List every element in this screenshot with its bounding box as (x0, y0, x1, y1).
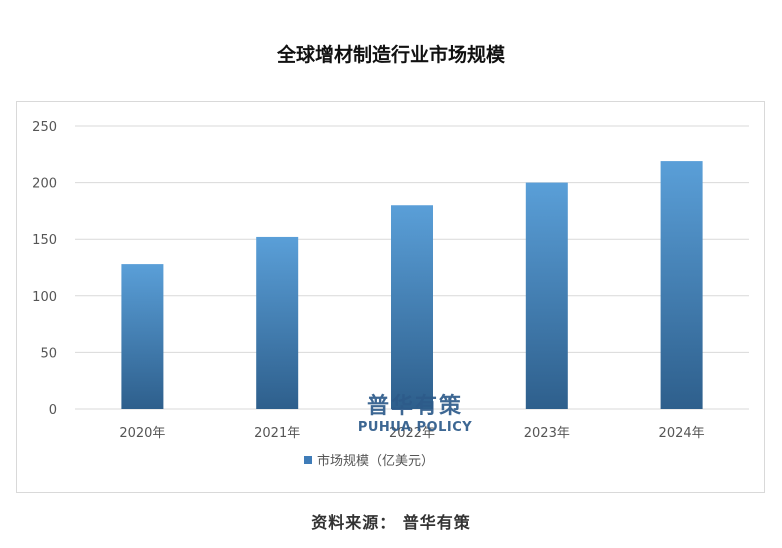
x-axis-ticks: 2020年 2021年 2022年 2023年 2024年 (119, 426, 704, 441)
bar-chart: 0 50 100 150 200 250 2020年 2021年 2022年 2023年 2024… (32, 120, 749, 469)
y-tick-label: 50 (40, 346, 57, 361)
x-tick-label: 2020年 (119, 426, 165, 441)
x-tick-label: 2023年 (524, 426, 570, 441)
gridlines (75, 125, 749, 410)
x-tick-label: 2022年 (389, 426, 435, 441)
y-tick-label: 100 (32, 290, 57, 305)
watermark-logo: 普华有策 PUHUA POLICY (335, 394, 495, 436)
y-axis-ticks: 0 50 100 150 200 250 (32, 120, 57, 418)
watermark-en: PUHUA POLICY (357, 420, 473, 435)
chart-area: 0 50 100 150 200 250 2020年 2021年 2022年 2023年 2024… (16, 101, 765, 493)
y-tick-label: 0 (49, 403, 57, 418)
legend: 市场规模（亿美元） (304, 453, 434, 469)
x-tick-label: 2024年 (659, 426, 705, 441)
watermark-cn: 普华有策 (366, 394, 463, 419)
chart-title: 全球增材制造行业市场规模 (276, 44, 505, 66)
y-tick-label: 200 (32, 177, 57, 192)
y-tick-label: 150 (32, 233, 57, 248)
bar (256, 236, 299, 409)
bar (525, 182, 568, 409)
legend-label: 市场规模（亿美元） (317, 453, 434, 469)
y-tick-label: 250 (32, 120, 57, 135)
bar (391, 205, 433, 409)
x-tick-label: 2021年 (254, 426, 300, 441)
legend-swatch (304, 456, 312, 464)
bar (121, 264, 164, 409)
source-note: 资料来源： 普华有策 (311, 513, 471, 532)
bars (121, 161, 703, 409)
bar (660, 161, 703, 409)
